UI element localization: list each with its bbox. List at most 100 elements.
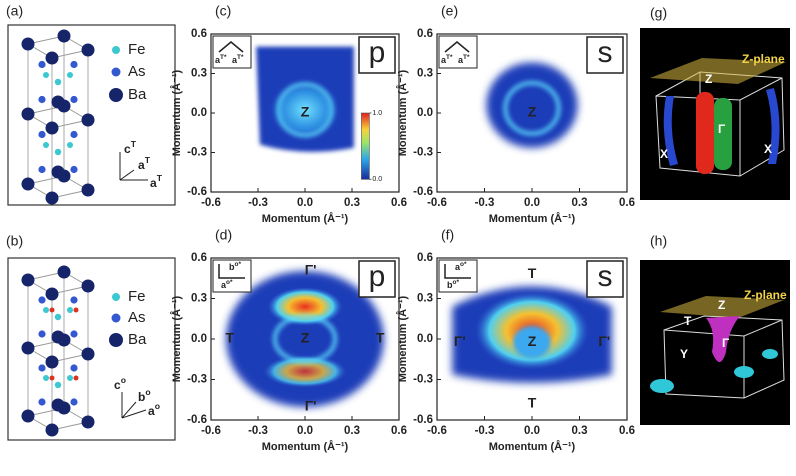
x-tick-label: 0.0 — [297, 425, 313, 437]
legend-label: As — [128, 309, 146, 326]
intensity-map — [263, 355, 347, 388]
ba-atom — [21, 107, 35, 121]
y-tick-label: 0.3 — [191, 293, 207, 305]
point-label: T — [226, 330, 235, 346]
inset-lattice — [218, 41, 244, 53]
axis-label: bo — [138, 387, 151, 404]
y-tick-label: -0.3 — [413, 374, 433, 386]
point-label: Γ' — [305, 262, 317, 278]
ba-atom — [21, 341, 35, 355]
panel-h: (h) Z-plane Z T Y Γ — [640, 233, 790, 425]
y-tick-label: -0.3 — [187, 374, 207, 386]
point-label: Γ' — [305, 398, 317, 414]
inset-axis-label: ao* — [455, 261, 467, 272]
x-tick-label: 0.6 — [619, 425, 635, 437]
fe-atom — [43, 72, 49, 78]
y-tick-label: 0.6 — [417, 28, 433, 40]
colorbar — [361, 112, 370, 180]
inset-axis-label-sup: o* — [235, 261, 242, 268]
legend-label: Ba — [128, 86, 147, 103]
ba-atom — [21, 177, 35, 191]
spin-arrow — [49, 307, 55, 313]
fe-atom — [43, 307, 49, 313]
polarization-box — [586, 260, 624, 298]
fermi-surface — [663, 96, 678, 166]
inset-axis-label-sup: T* — [463, 54, 470, 61]
x-tick-label: 0.0 — [297, 197, 313, 209]
ba-atom — [81, 347, 95, 361]
axis-label: cT — [124, 139, 137, 156]
inset-axis-label-base: a — [221, 280, 227, 290]
axis-label: ao — [148, 401, 160, 418]
inset-axis-label: ao* — [221, 279, 233, 290]
panel-frame — [7, 24, 176, 206]
x-tick-label: 0.6 — [619, 197, 635, 209]
point-label: T — [528, 265, 537, 281]
ba-atom — [81, 43, 95, 57]
x-tick-label: 0.3 — [572, 425, 588, 437]
panel-label: (f) — [441, 227, 454, 243]
as-atom — [38, 60, 46, 69]
axis-label-sup: T — [145, 155, 151, 165]
map-panel: (e) -0.6 -0.3 0.0 0.3 0.6 -0.6 -0.3 0.0 0.3 0.6 Mom… — [396, 3, 635, 225]
axis-icon — [119, 152, 148, 181]
ba-atom — [57, 333, 71, 347]
ba-atom — [81, 415, 95, 429]
panel-label: (g) — [650, 5, 667, 21]
x-tick-label: 0.3 — [344, 197, 360, 209]
point-label: Y — [680, 347, 688, 361]
cell-edge — [26, 105, 90, 129]
axis-label-sup: T — [131, 139, 137, 149]
y-tick-label: -0.6 — [413, 414, 433, 426]
panel-label: (h) — [650, 233, 667, 249]
inset-axis-label: bo* — [447, 279, 459, 290]
y-tick-label: -0.6 — [187, 414, 207, 426]
colorbar-label: 1.0 — [372, 110, 382, 117]
inset-axis-label: aT* — [458, 54, 470, 65]
fe-atom — [54, 78, 62, 86]
polarization-label: s — [598, 36, 613, 69]
ba-atom — [21, 409, 35, 423]
axis-label-base: a — [138, 158, 145, 172]
fe-atom — [54, 381, 62, 389]
spin-arrow — [73, 307, 79, 313]
legend-label: As — [128, 63, 146, 80]
y-tick-label: -0.6 — [187, 186, 207, 198]
as-atom — [70, 130, 78, 139]
y-axis-title: Momentum (Å⁻¹) — [396, 69, 409, 156]
point-label: T — [528, 395, 537, 411]
as-atom — [38, 330, 46, 338]
y-tick-label: -0.6 — [413, 186, 433, 198]
ba-atom — [57, 99, 71, 113]
intensity-map — [272, 313, 338, 365]
intensity-map — [276, 82, 334, 138]
x-tick-label: 0.0 — [524, 197, 540, 209]
y-tick-label: -0.3 — [413, 147, 433, 159]
fe-atom — [67, 142, 73, 148]
z-plane — [660, 296, 784, 318]
legend-dot — [109, 88, 123, 102]
fermi-surface — [696, 92, 714, 174]
point-label: Z — [705, 72, 712, 86]
y-axis-title: Momentum (Å⁻¹) — [170, 295, 183, 382]
ba-atom — [45, 355, 59, 369]
fermi-surface — [734, 366, 754, 378]
x-tick-label: -0.3 — [475, 197, 495, 209]
cell-edge — [26, 175, 90, 199]
point-label: X — [660, 147, 668, 161]
x-tick-label: -0.6 — [427, 197, 447, 209]
fe-atom — [54, 148, 62, 156]
fe-atom — [67, 375, 73, 381]
intensity-map — [486, 62, 578, 148]
axis-label-sup: T — [157, 173, 163, 183]
legend-label: Ba — [128, 331, 147, 348]
axis-label: co — [114, 375, 126, 392]
polarization-box — [358, 260, 396, 298]
point-label: Γ — [718, 122, 726, 136]
inset-axis-label-base: a — [441, 55, 447, 65]
y-tick-label: 0.0 — [417, 333, 433, 345]
as-atom — [38, 165, 46, 174]
legend-dot — [112, 46, 120, 54]
axis-label-base: c — [114, 378, 121, 392]
